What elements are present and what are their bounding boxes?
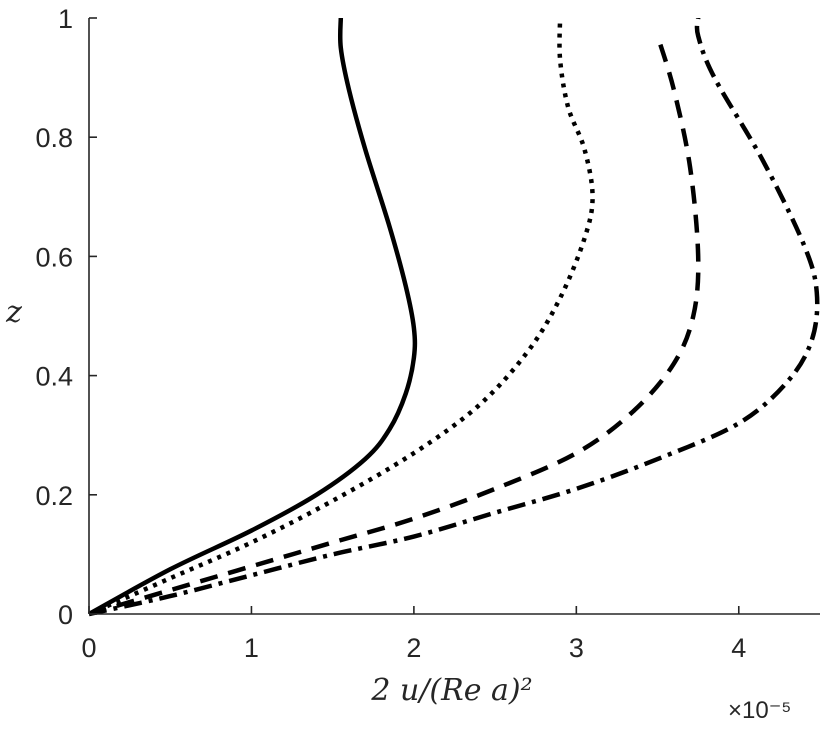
ticks: 0 1 2 3 4 0 0.2 0.4 0.6 0.8 1 <box>35 4 746 663</box>
x-tick-label: 0 <box>81 633 96 663</box>
x-exponent-label: ×10⁻⁵ <box>728 697 791 724</box>
y-tick-label: 0.4 <box>35 362 73 392</box>
series-line-solid <box>87 17 418 616</box>
y-tick-label: 0 <box>58 600 73 630</box>
y-tick-label: 0.8 <box>35 123 73 153</box>
axes <box>88 18 820 615</box>
y-tick-label: 0.6 <box>35 242 73 272</box>
x-axis-label: 2 u/(Re a)² <box>370 673 532 708</box>
series-layer <box>87 17 820 617</box>
series-line-dash-dot <box>88 17 820 617</box>
x-tick-label: 1 <box>244 633 259 663</box>
y-axis-label: z <box>5 295 22 330</box>
x-tick-label: 4 <box>731 633 746 663</box>
y-tick-label: 1 <box>58 4 73 34</box>
series-line-dotted <box>88 17 595 617</box>
x-tick-label: 3 <box>569 633 584 663</box>
y-tick-label: 0.2 <box>35 481 73 511</box>
x-tick-label: 2 <box>406 633 421 663</box>
series-line-dashed <box>88 35 701 617</box>
